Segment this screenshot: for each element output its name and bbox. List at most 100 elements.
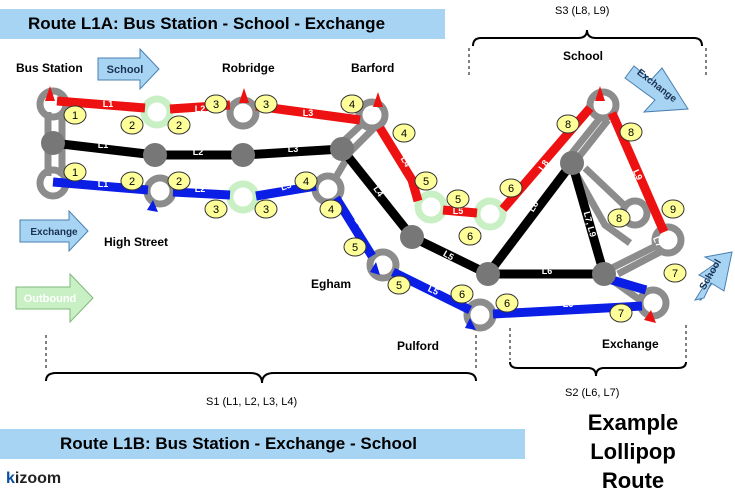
stop-numbers: 1 2 2 3 3 4 4 5 5 6 6 8 8 9 8 7 7 6 6 5 5 4 4 3 3 2 2 1 (63, 94, 687, 323)
segment-label-red-5: L8 (536, 158, 550, 172)
svg-text:2: 2 (176, 120, 182, 132)
stop-number-1: 2 (120, 115, 144, 135)
stop-number-22: 4 (294, 171, 318, 191)
stop-number-3: 3 (204, 94, 228, 114)
place-high-street: High Street (104, 235, 168, 249)
svg-text:3: 3 (213, 99, 219, 111)
stop-number-26: 2 (120, 171, 144, 191)
section-s1-label: S1 (L1, L2, L3, L4) (206, 396, 297, 408)
svg-text:6: 6 (504, 298, 510, 310)
svg-text:2: 2 (176, 176, 182, 188)
segment-label-blue-0: L1 (98, 179, 109, 189)
segment-label-blue-5: L6 (563, 299, 574, 309)
place-egham: Egham (311, 277, 351, 291)
stop-number-20: 5 (343, 237, 367, 257)
diagram-title-line-1: Example (587, 410, 679, 435)
segment-label-black-1: L2 (193, 147, 204, 157)
segment-label-blue-6: L7 (651, 235, 665, 249)
place-barford: Barford (351, 61, 394, 75)
place-labels: Bus Station Robridge Barford School High… (16, 49, 659, 353)
arrow-school-right: School (693, 251, 733, 301)
stop-number-5: 4 (340, 94, 364, 114)
section-s3-label: S3 (L8, L9) (555, 5, 609, 17)
arrow-school-top-label: School (107, 64, 144, 76)
arrow-exchange-left-label: Exchange (30, 227, 78, 238)
stop-number-13: 9 (661, 199, 685, 219)
section-s2-label: S2 (L6, L7) (565, 387, 619, 399)
segment-label-red-4: L5 (453, 206, 464, 216)
place-exchange: Exchange (602, 337, 659, 351)
svg-text:4: 4 (349, 99, 355, 111)
logo-k: k (6, 470, 15, 487)
svg-text:7: 7 (618, 308, 624, 320)
svg-text:4: 4 (303, 176, 309, 188)
segment-label-black-3: L4 (371, 184, 385, 198)
svg-text:1: 1 (72, 110, 78, 122)
segment-label-red-2: L3 (303, 108, 314, 118)
segment-label-black-4: L5 (441, 248, 455, 262)
svg-text:6: 6 (467, 231, 473, 243)
stop-number-9: 6 (458, 226, 482, 246)
place-pulford: Pulford (397, 339, 439, 353)
stop-number-19: 5 (387, 275, 411, 295)
svg-text:8: 8 (616, 213, 622, 225)
stop-number-11: 8 (556, 114, 580, 134)
stop-number-14: 8 (607, 208, 631, 228)
diagram-title: Example Lollipop Route (548, 408, 718, 495)
section-guides (45, 48, 707, 368)
stop-number-23: 3 (254, 199, 278, 219)
logo-rest: izoom (14, 470, 62, 487)
stop-number-8: 5 (446, 189, 470, 209)
segment-label-blue-3: L4 (352, 215, 366, 229)
svg-text:9: 9 (670, 204, 676, 216)
segment-label-black-5: L6 (542, 266, 553, 276)
stop-number-16: 7 (609, 303, 633, 323)
svg-text:6: 6 (508, 183, 514, 195)
diagram-title-line-2: Lollipop (590, 439, 676, 464)
svg-text:2: 2 (129, 120, 135, 132)
direction-markers (45, 86, 656, 330)
arrow-outbound: Outbound (15, 272, 94, 324)
svg-text:7: 7 (672, 268, 678, 280)
segment-label-blue-4: L5 (426, 284, 440, 298)
svg-text:8: 8 (565, 119, 571, 131)
svg-text:1: 1 (72, 167, 78, 179)
stop-number-18: 6 (450, 284, 474, 304)
stop-number-4: 3 (254, 94, 278, 114)
svg-text:4: 4 (328, 204, 334, 216)
svg-text:5: 5 (396, 280, 402, 292)
svg-text:5: 5 (455, 194, 461, 206)
segment-label-red-3: L4 (399, 154, 413, 168)
stop-number-12: 8 (619, 122, 643, 142)
svg-text:3: 3 (263, 99, 269, 111)
svg-text:3: 3 (263, 204, 269, 216)
stop-number-21: 4 (319, 199, 343, 219)
svg-text:5: 5 (352, 242, 358, 254)
route-a-banner: Route L1A: Bus Station - School - Exchan… (0, 9, 445, 39)
place-bus-station: Bus Station (16, 61, 83, 75)
stop-number-0: 1 (63, 105, 87, 125)
stop-number-10: 6 (499, 178, 523, 198)
arrow-school-top: School (97, 47, 160, 91)
place-robridge: Robridge (222, 61, 275, 75)
stop-number-17: 6 (495, 293, 519, 313)
arrow-exchange-right: Exchange (624, 65, 689, 113)
stop-number-15: 7 (663, 263, 687, 283)
arrow-outbound-label: Outbound (24, 293, 77, 305)
stop-number-27: 1 (63, 162, 87, 182)
segment-label-red-0: L1 (103, 99, 114, 109)
route-b-banner: Route L1B: Bus Station - Exchange - Scho… (0, 429, 525, 459)
stop-number-6: 4 (392, 123, 416, 143)
segment-label-black-2: L3 (288, 144, 299, 154)
stop-number-25: 2 (167, 171, 191, 191)
segment-label-black-6: L8 (526, 199, 540, 213)
segment-label-black-0: L1 (98, 140, 109, 150)
svg-text:6: 6 (459, 289, 465, 301)
kizoom-logo: kizoom (6, 470, 61, 488)
segment-label-red-6: L9 (631, 168, 645, 182)
section-braces (45, 29, 703, 384)
place-school: School (563, 49, 603, 63)
svg-text:2: 2 (129, 176, 135, 188)
